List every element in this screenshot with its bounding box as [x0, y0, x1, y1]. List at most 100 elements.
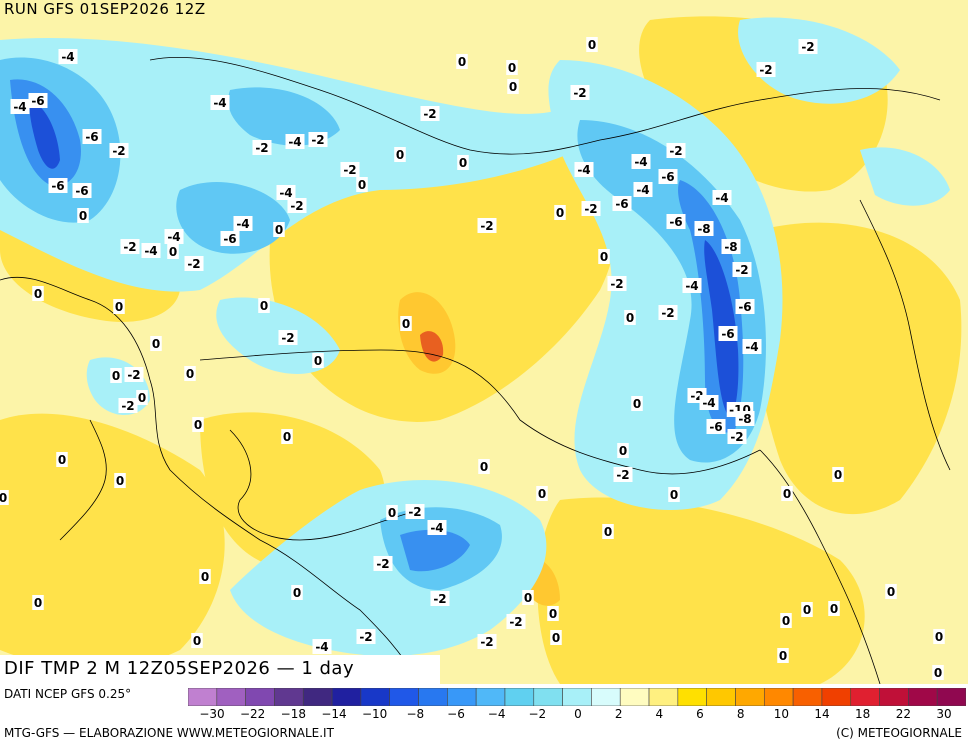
contour-label-bg [631, 396, 643, 411]
contour-label-bg [832, 467, 844, 482]
contour-label-bg [554, 205, 566, 220]
contour-label-bg [394, 147, 406, 162]
run-title: RUN GFS 01SEP2026 12Z [4, 0, 206, 18]
contour-label-bg [273, 222, 285, 237]
contour-label: -6 [51, 179, 64, 193]
contour-label-bg [735, 411, 755, 426]
contour-label-bg [932, 665, 944, 680]
contour-label: 0 [186, 367, 194, 381]
contour-label: 0 [194, 418, 202, 432]
contour-label-bg [536, 486, 548, 501]
contour-label: 0 [508, 61, 516, 75]
colorbar-swatch [475, 688, 506, 706]
contour-label: -2 [255, 141, 268, 155]
contour-label-bg [164, 229, 184, 244]
contour-label: -2 [573, 86, 586, 100]
contour-label: -2 [584, 202, 597, 216]
contour-label: 0 [0, 491, 7, 505]
contour-label: -4 [430, 521, 443, 535]
colorbar-swatch [562, 688, 592, 706]
contour-label: -2 [480, 635, 493, 649]
contour-label: -2 [376, 557, 389, 571]
colorbar-swatch [591, 688, 621, 706]
colorbar-tick-label: 4 [655, 707, 664, 721]
contour-label-bg [756, 62, 776, 77]
contour-label: 0 [293, 586, 301, 600]
contour-label: 0 [509, 80, 517, 94]
contour-label-bg [457, 155, 469, 170]
contour-label: 0 [935, 630, 943, 644]
contour-label: 0 [480, 460, 488, 474]
contour-label-bg [276, 185, 296, 200]
colorbar-tick-label: 8 [736, 707, 745, 721]
contour-label: 0 [388, 506, 396, 520]
colorbar-tick-label: 22 [895, 707, 911, 721]
colorbar-swatch [908, 688, 938, 706]
credit-left: MTG-GFS — ELABORAZIONE WWW.METEOGIORNALE… [4, 726, 334, 740]
contour-label-bg [550, 630, 562, 645]
contour-label: -4 [213, 96, 226, 110]
contour-label: 0 [34, 287, 42, 301]
contour-label-bg [420, 106, 440, 121]
contour-label: -2 [801, 40, 814, 54]
contour-label-bg [885, 584, 897, 599]
colorbar-swatch [936, 688, 966, 706]
contour-label-bg [191, 633, 203, 648]
contour-label: -4 [279, 186, 292, 200]
contour-label-bg [801, 602, 813, 617]
contour-label-bg [706, 419, 726, 434]
contour-label-bg [694, 221, 714, 236]
contour-label-bg [633, 182, 653, 197]
contour-label: -4 [745, 340, 758, 354]
contour-label: 0 [260, 299, 268, 313]
contour-label: 0 [58, 453, 66, 467]
contour-label-bg [607, 276, 627, 291]
colorbar-swatch [331, 688, 362, 706]
colorbar-swatch [821, 688, 852, 706]
contour-label-bg [220, 231, 240, 246]
contour-label: -4 [144, 244, 157, 258]
contour-label: -4 [577, 163, 590, 177]
contour-label-bg [210, 95, 230, 110]
contour-label: -6 [738, 300, 751, 314]
contour-label: -4 [288, 135, 301, 149]
colorbar-tick-label: 2 [614, 707, 623, 721]
contour-label-bg [287, 198, 307, 213]
contour-label: -6 [709, 420, 722, 434]
contour-label-bg [184, 366, 196, 381]
contour-label-bg [48, 178, 68, 193]
contour-label-bg [136, 390, 148, 405]
colorbar-tick-label: 18 [855, 707, 871, 721]
contour-label-bg [0, 490, 9, 505]
colorbar-swatch [389, 688, 419, 706]
contour-label-bg [574, 162, 594, 177]
contour-label-bg [658, 169, 678, 184]
colorbar-swatch [706, 688, 736, 706]
colorbar-swatch [418, 688, 448, 706]
contour-label: 0 [112, 369, 120, 383]
contour-label: -2 [127, 368, 140, 382]
contour-label-bg [427, 520, 447, 535]
contour-label: -2 [509, 615, 522, 629]
contour-label: 0 [783, 487, 791, 501]
contour-label-bg [356, 177, 368, 192]
contour-label: -6 [615, 197, 628, 211]
contour-label-bg [477, 218, 497, 233]
contour-label: 0 [552, 631, 560, 645]
contour-label: -2 [408, 505, 421, 519]
contour-label: 0 [193, 634, 201, 648]
contour-label: -8 [697, 222, 710, 236]
contour-label-bg [400, 316, 412, 331]
contour-label-bg [933, 629, 945, 644]
colorbar-tick-label: −2 [528, 707, 547, 721]
contour-label: 0 [524, 591, 532, 605]
contour-label-bg [278, 330, 298, 345]
contour-label-bg [624, 310, 636, 325]
contour-label-bg [386, 505, 398, 520]
colorbar-swatch [619, 688, 650, 706]
contour-label: 0 [458, 55, 466, 69]
contour-label: -2 [343, 163, 356, 177]
contour-label: 0 [152, 337, 160, 351]
contour-label-bg [612, 196, 632, 211]
contour-label-bg [141, 243, 161, 258]
